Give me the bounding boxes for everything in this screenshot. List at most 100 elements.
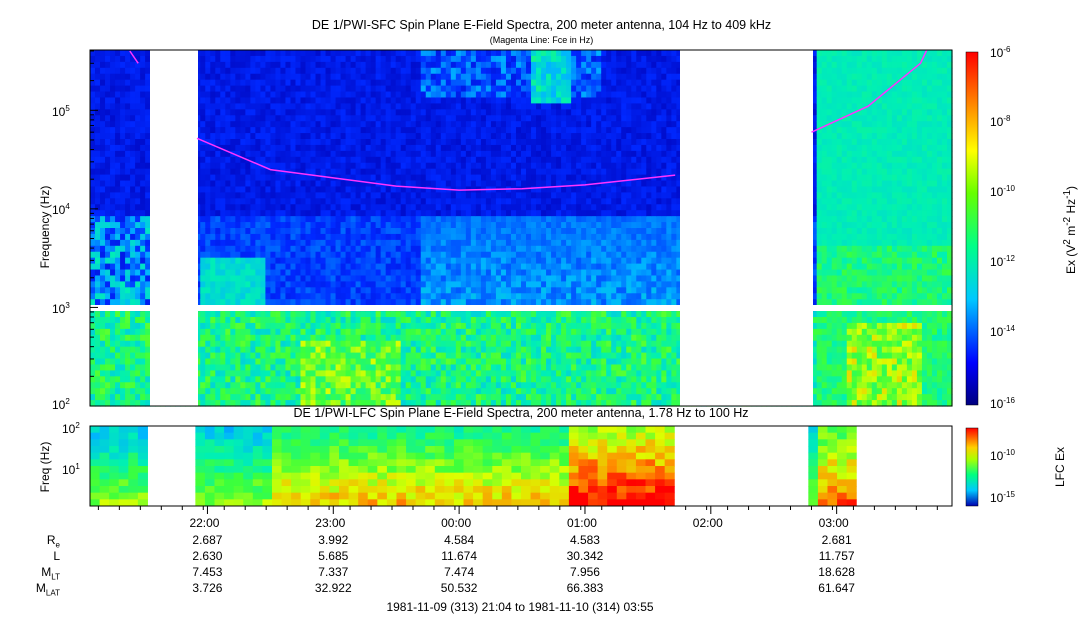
sfc-cell <box>90 233 96 241</box>
sfc-cell <box>400 352 407 360</box>
sfc-cell <box>125 364 131 371</box>
sfc-cell <box>355 370 362 377</box>
sfc-cell <box>305 97 312 104</box>
sfc-cell <box>230 186 236 193</box>
sfc-cell <box>450 174 457 182</box>
sfc-cell <box>335 352 342 360</box>
sfc-cell <box>100 55 106 63</box>
sfc-cell <box>260 251 267 259</box>
sfc-cell <box>255 156 261 164</box>
sfc-cell <box>375 204 382 211</box>
sfc-cell <box>360 245 367 253</box>
sfc-cell <box>220 317 226 324</box>
sfc-cell <box>375 317 382 324</box>
sfc-cell <box>420 269 427 277</box>
sfc-cell <box>300 322 307 330</box>
sfc-cell <box>105 67 111 75</box>
sfc-cell <box>275 293 282 300</box>
sfc-cell <box>255 275 261 282</box>
sfc-cell <box>195 358 201 366</box>
sfc-cell <box>490 67 497 75</box>
sfc-cell <box>235 317 241 324</box>
sfc-cell <box>195 263 201 271</box>
sfc-cell <box>365 251 372 259</box>
sfc-cell <box>415 192 422 199</box>
sfc-cell <box>450 257 457 265</box>
sfc-cell <box>205 364 211 371</box>
sfc-cell <box>130 239 136 247</box>
sfc-cell <box>335 228 342 235</box>
sfc-cell <box>140 400 146 407</box>
sfc-cell <box>440 174 447 182</box>
sfc-cell <box>495 55 502 63</box>
sfc-cell <box>490 61 497 69</box>
sfc-cell <box>125 97 131 104</box>
sfc-cell <box>220 239 226 247</box>
sfc-cell <box>345 168 352 176</box>
sfc-cell <box>385 216 392 223</box>
sfc-cell <box>355 311 362 318</box>
sfc-cell <box>140 156 146 164</box>
sfc-cell <box>210 109 216 116</box>
sfc-cell <box>470 287 477 294</box>
sfc-cell <box>95 228 101 235</box>
sfc-cell <box>335 73 342 81</box>
sfc-cell <box>210 388 216 395</box>
sfc-cell <box>430 103 437 110</box>
sfc-cell <box>240 245 246 253</box>
sfc-cell <box>330 245 337 253</box>
eph-mlt-value: 7.453 <box>192 565 223 579</box>
sfc-cell <box>455 281 462 288</box>
sfc-cell <box>130 275 136 282</box>
sfc-cell <box>375 67 382 75</box>
sfc-cell <box>450 109 457 116</box>
sfc-cell <box>395 340 402 348</box>
sfc-cell <box>260 61 267 69</box>
sfc-cell <box>255 127 261 134</box>
sfc-cell <box>140 198 146 205</box>
sfc-cell <box>115 156 121 164</box>
sfc-cell <box>445 269 452 277</box>
sfc-cell <box>490 103 497 110</box>
sfc-cell <box>410 61 417 69</box>
sfc-cell <box>305 382 312 389</box>
sfc-cell <box>285 91 292 99</box>
sfc-cell <box>390 281 397 288</box>
sfc-cell <box>315 222 322 229</box>
sfc-cell <box>115 328 121 336</box>
sfc-cell <box>470 370 477 377</box>
sfc-cell <box>470 91 477 99</box>
sfc-cell <box>130 346 136 354</box>
sfc-cell <box>250 67 256 75</box>
sfc-subtitle: (Magenta Line: Fce in Hz) <box>489 35 594 45</box>
sfc-cell <box>295 198 302 205</box>
sfc-cell <box>285 376 292 383</box>
sfc-cell <box>140 204 146 211</box>
sfc-cell <box>110 263 116 271</box>
sfc-cell <box>225 198 231 205</box>
sfc-cell <box>380 376 387 383</box>
sfc-cell <box>370 364 377 371</box>
sfc-cell <box>105 186 111 193</box>
sfc-cell <box>105 322 111 330</box>
sfc-cell <box>315 97 322 104</box>
sfc-cell <box>445 281 452 288</box>
sfc-cell <box>345 352 352 360</box>
sfc-cell <box>370 103 377 110</box>
sfc-cell <box>195 400 201 407</box>
sfc-cell <box>355 394 362 401</box>
sfc-cell <box>480 346 487 354</box>
sfc-cell <box>455 168 462 176</box>
sfc-cell <box>415 370 422 377</box>
sfc-cell <box>95 174 101 182</box>
sfc-cell <box>370 55 377 63</box>
sfc-cell <box>475 109 482 116</box>
sfc-cell <box>310 103 317 110</box>
sfc-cell <box>495 370 502 377</box>
sfc-cell <box>290 346 297 354</box>
sfc-cell <box>345 370 352 377</box>
sfc-cell <box>340 245 347 253</box>
sfc-cell <box>280 228 287 235</box>
sfc-cell <box>345 115 352 122</box>
sfc-cell <box>460 281 467 288</box>
